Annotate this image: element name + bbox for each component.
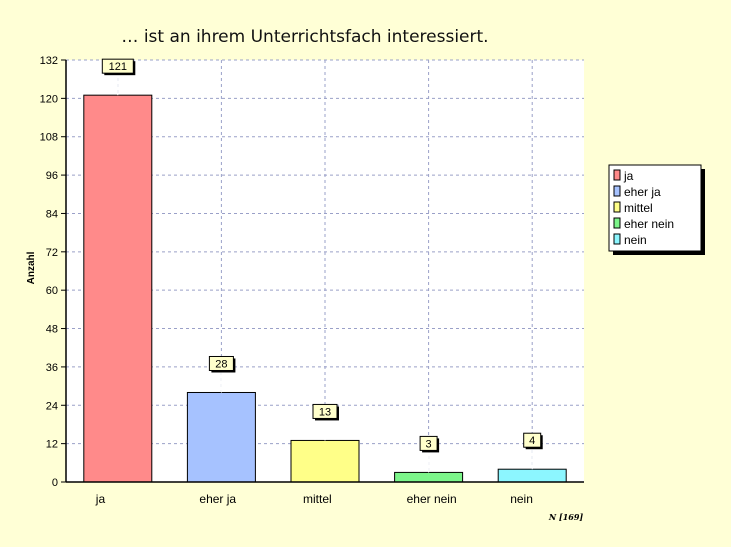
- y-tick-label: 84: [46, 208, 58, 220]
- legend: ja eher ja mittel eher nein nein: [608, 164, 705, 255]
- legend-label: nein: [624, 233, 647, 247]
- bar-ja: [83, 94, 153, 483]
- bar-eher-nein: [394, 471, 464, 483]
- data-label: 28: [215, 358, 227, 370]
- y-tick-label: 0: [52, 477, 58, 489]
- bar-nein: [497, 468, 567, 483]
- bar-mittel: [290, 439, 360, 483]
- y-tick-label: 72: [46, 247, 58, 259]
- legend-label: eher nein: [624, 217, 674, 231]
- legend-swatch: [613, 217, 621, 229]
- y-tick-label: 48: [46, 324, 58, 336]
- y-axis-label: Anzahl: [26, 251, 37, 284]
- y-tick-label: 24: [46, 400, 58, 412]
- chart-title: … ist an ihrem Unterrichtsfach interessi…: [121, 27, 488, 47]
- legend-label: eher ja: [624, 185, 661, 199]
- y-tick-label: 96: [46, 170, 58, 182]
- data-label: 4: [529, 435, 535, 447]
- data-label-box: [312, 403, 338, 419]
- y-tick-label: 12: [46, 439, 58, 451]
- legend-label: ja: [623, 169, 634, 183]
- x-tick-label: eher nein: [407, 492, 457, 506]
- x-tick-label: eher ja: [199, 492, 236, 506]
- x-tick-label: nein: [510, 492, 533, 506]
- y-tick-label: 60: [46, 285, 58, 297]
- data-label: 13: [319, 406, 331, 418]
- data-label-box: [208, 355, 234, 371]
- data-label: 3: [426, 438, 432, 450]
- x-tick-label: ja: [95, 492, 106, 506]
- y-tick-label: 108: [40, 132, 58, 144]
- legend-swatch: [613, 169, 621, 181]
- legend-swatch: [613, 185, 621, 197]
- legend-swatch: [613, 201, 621, 213]
- y-tick-label: 36: [46, 362, 58, 374]
- legend-swatch: [613, 233, 621, 245]
- y-tick-label: 120: [40, 93, 58, 105]
- data-label-box: [523, 432, 542, 448]
- plot-area: 0 12 24 36 48 60 72 84 96 108 120 132 121 ja 28 eher ja…: [40, 55, 584, 506]
- data-label-box: [419, 435, 438, 451]
- bar-eher-ja: [186, 391, 256, 483]
- legend-box: [608, 164, 702, 252]
- sample-size-note: N [169]: [548, 512, 584, 522]
- legend-label: mittel: [624, 201, 653, 215]
- data-label-box: [101, 58, 134, 74]
- x-tick-label: mittel: [303, 492, 332, 506]
- y-tick-label: 132: [40, 55, 58, 67]
- data-label: 121: [109, 61, 127, 73]
